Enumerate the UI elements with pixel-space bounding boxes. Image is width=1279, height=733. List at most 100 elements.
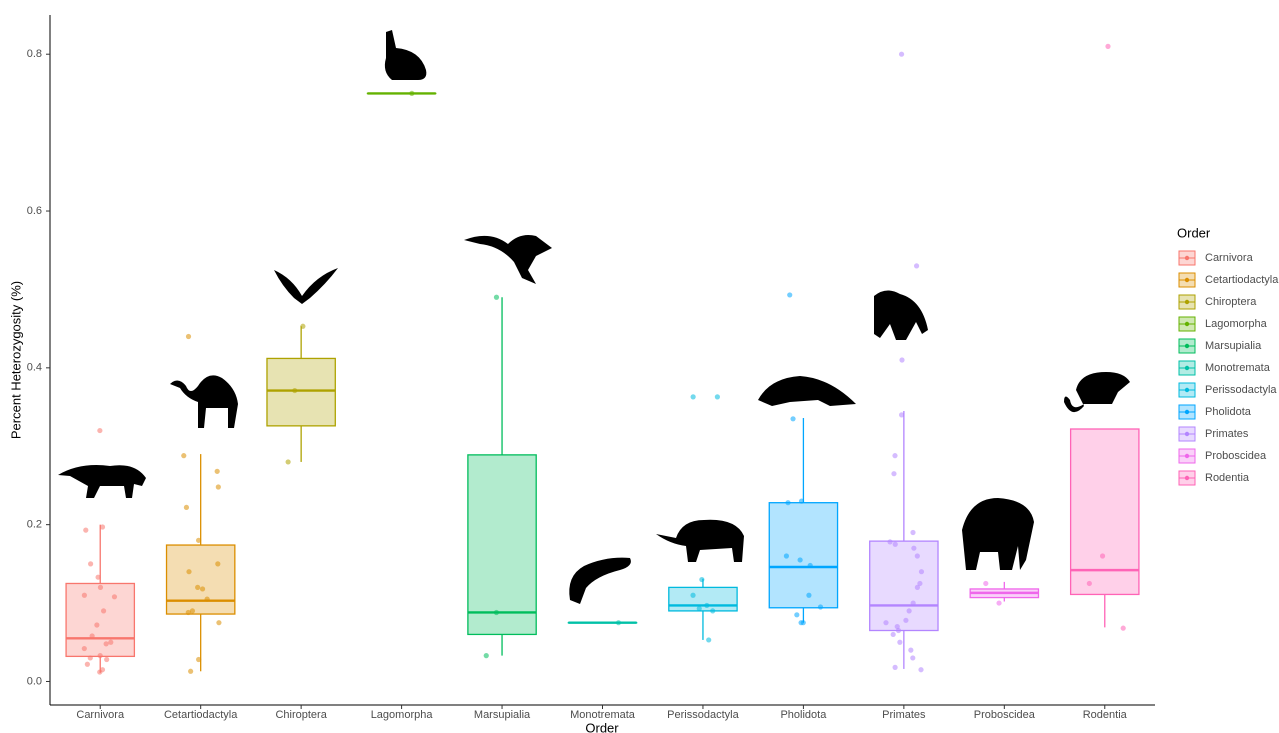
- point: [81, 645, 87, 652]
- legend-label: Marsupialia: [1205, 340, 1262, 352]
- point: [790, 416, 796, 422]
- point: [797, 557, 803, 563]
- legend-label: Rodentia: [1205, 472, 1250, 484]
- legend-key-dot: [1184, 431, 1190, 437]
- point: [84, 661, 90, 667]
- box: [266, 357, 336, 427]
- point: [94, 622, 100, 628]
- point: [785, 500, 791, 506]
- point: [903, 617, 909, 623]
- x-tick-label: Primates: [882, 709, 926, 721]
- point: [188, 668, 194, 674]
- point: [189, 608, 196, 614]
- legend-label: Primates: [1205, 428, 1249, 440]
- legend-label: Perissodactyla: [1205, 384, 1277, 396]
- point: [285, 459, 291, 465]
- point: [895, 627, 902, 634]
- point: [216, 620, 222, 626]
- x-tick-label: Cetartiodactyla: [164, 709, 238, 721]
- y-axis-title: Percent Heterozygosity (%): [8, 281, 23, 439]
- point: [911, 545, 917, 551]
- box: [65, 582, 136, 658]
- point: [710, 608, 716, 614]
- point: [918, 569, 925, 575]
- point: [89, 633, 95, 639]
- point: [186, 569, 192, 575]
- point: [493, 609, 500, 616]
- point: [898, 412, 905, 418]
- x-tick-label: Proboscidea: [974, 709, 1036, 721]
- y-tick-label: 0.4: [27, 362, 42, 374]
- point: [894, 623, 900, 630]
- legend-label: Pholidota: [1205, 406, 1252, 418]
- point: [97, 584, 104, 590]
- point: [196, 656, 202, 663]
- y-tick-label: 0.8: [27, 48, 42, 60]
- point: [195, 537, 202, 543]
- point: [887, 539, 893, 545]
- point: [892, 541, 898, 547]
- point: [914, 584, 921, 590]
- point: [483, 653, 489, 659]
- point: [917, 580, 923, 587]
- point: [704, 602, 710, 609]
- point: [892, 664, 898, 670]
- x-tick-label: Marsupialia: [474, 709, 531, 721]
- point: [104, 656, 110, 663]
- point: [910, 655, 916, 661]
- point: [215, 484, 221, 490]
- silhouette-kangaroo: [464, 235, 552, 284]
- point: [807, 562, 813, 569]
- point: [690, 394, 696, 400]
- point: [1099, 553, 1106, 559]
- box: [768, 502, 839, 609]
- y-tick-label: 0.0: [27, 675, 42, 687]
- legend-key-dot: [1184, 321, 1190, 327]
- legend-key-dot: [1184, 255, 1190, 261]
- legend-key-dot: [1184, 365, 1190, 371]
- x-tick-label: Lagomorpha: [371, 709, 434, 721]
- point: [83, 527, 89, 533]
- x-tick-label: Rodentia: [1083, 709, 1128, 721]
- x-tick-label: Pholidota: [780, 709, 827, 721]
- box: [467, 454, 537, 636]
- legend-key-dot: [1184, 299, 1190, 305]
- point: [906, 608, 912, 614]
- point: [806, 592, 812, 598]
- point: [817, 604, 824, 610]
- legend-label: Proboscidea: [1205, 450, 1267, 462]
- legend-title: Order: [1177, 225, 1211, 240]
- silhouette-elephant: [962, 498, 1034, 570]
- point: [81, 592, 87, 598]
- point: [292, 387, 298, 394]
- point: [493, 294, 500, 300]
- point: [913, 263, 920, 269]
- point: [99, 524, 106, 530]
- point: [615, 620, 622, 626]
- legend-key-dot: [1184, 387, 1190, 393]
- box: [869, 540, 939, 632]
- point: [95, 574, 101, 580]
- legend-key-dot: [1184, 475, 1190, 481]
- point: [97, 653, 103, 659]
- box: [165, 544, 236, 615]
- point: [1086, 580, 1092, 587]
- point: [890, 631, 896, 638]
- legend-key-dot: [1184, 409, 1190, 415]
- silhouette-gorilla: [874, 290, 928, 340]
- point: [690, 592, 696, 598]
- point: [783, 553, 790, 559]
- silhouette-rabbit: [384, 30, 427, 80]
- point: [108, 639, 114, 645]
- point: [910, 529, 916, 536]
- silhouettes: [58, 30, 1130, 604]
- point: [800, 620, 806, 626]
- box: [1069, 428, 1140, 596]
- legend-key-dot: [1184, 277, 1190, 283]
- point: [899, 357, 905, 363]
- point: [97, 669, 103, 675]
- point: [409, 90, 415, 97]
- point: [185, 333, 192, 340]
- point: [195, 584, 201, 590]
